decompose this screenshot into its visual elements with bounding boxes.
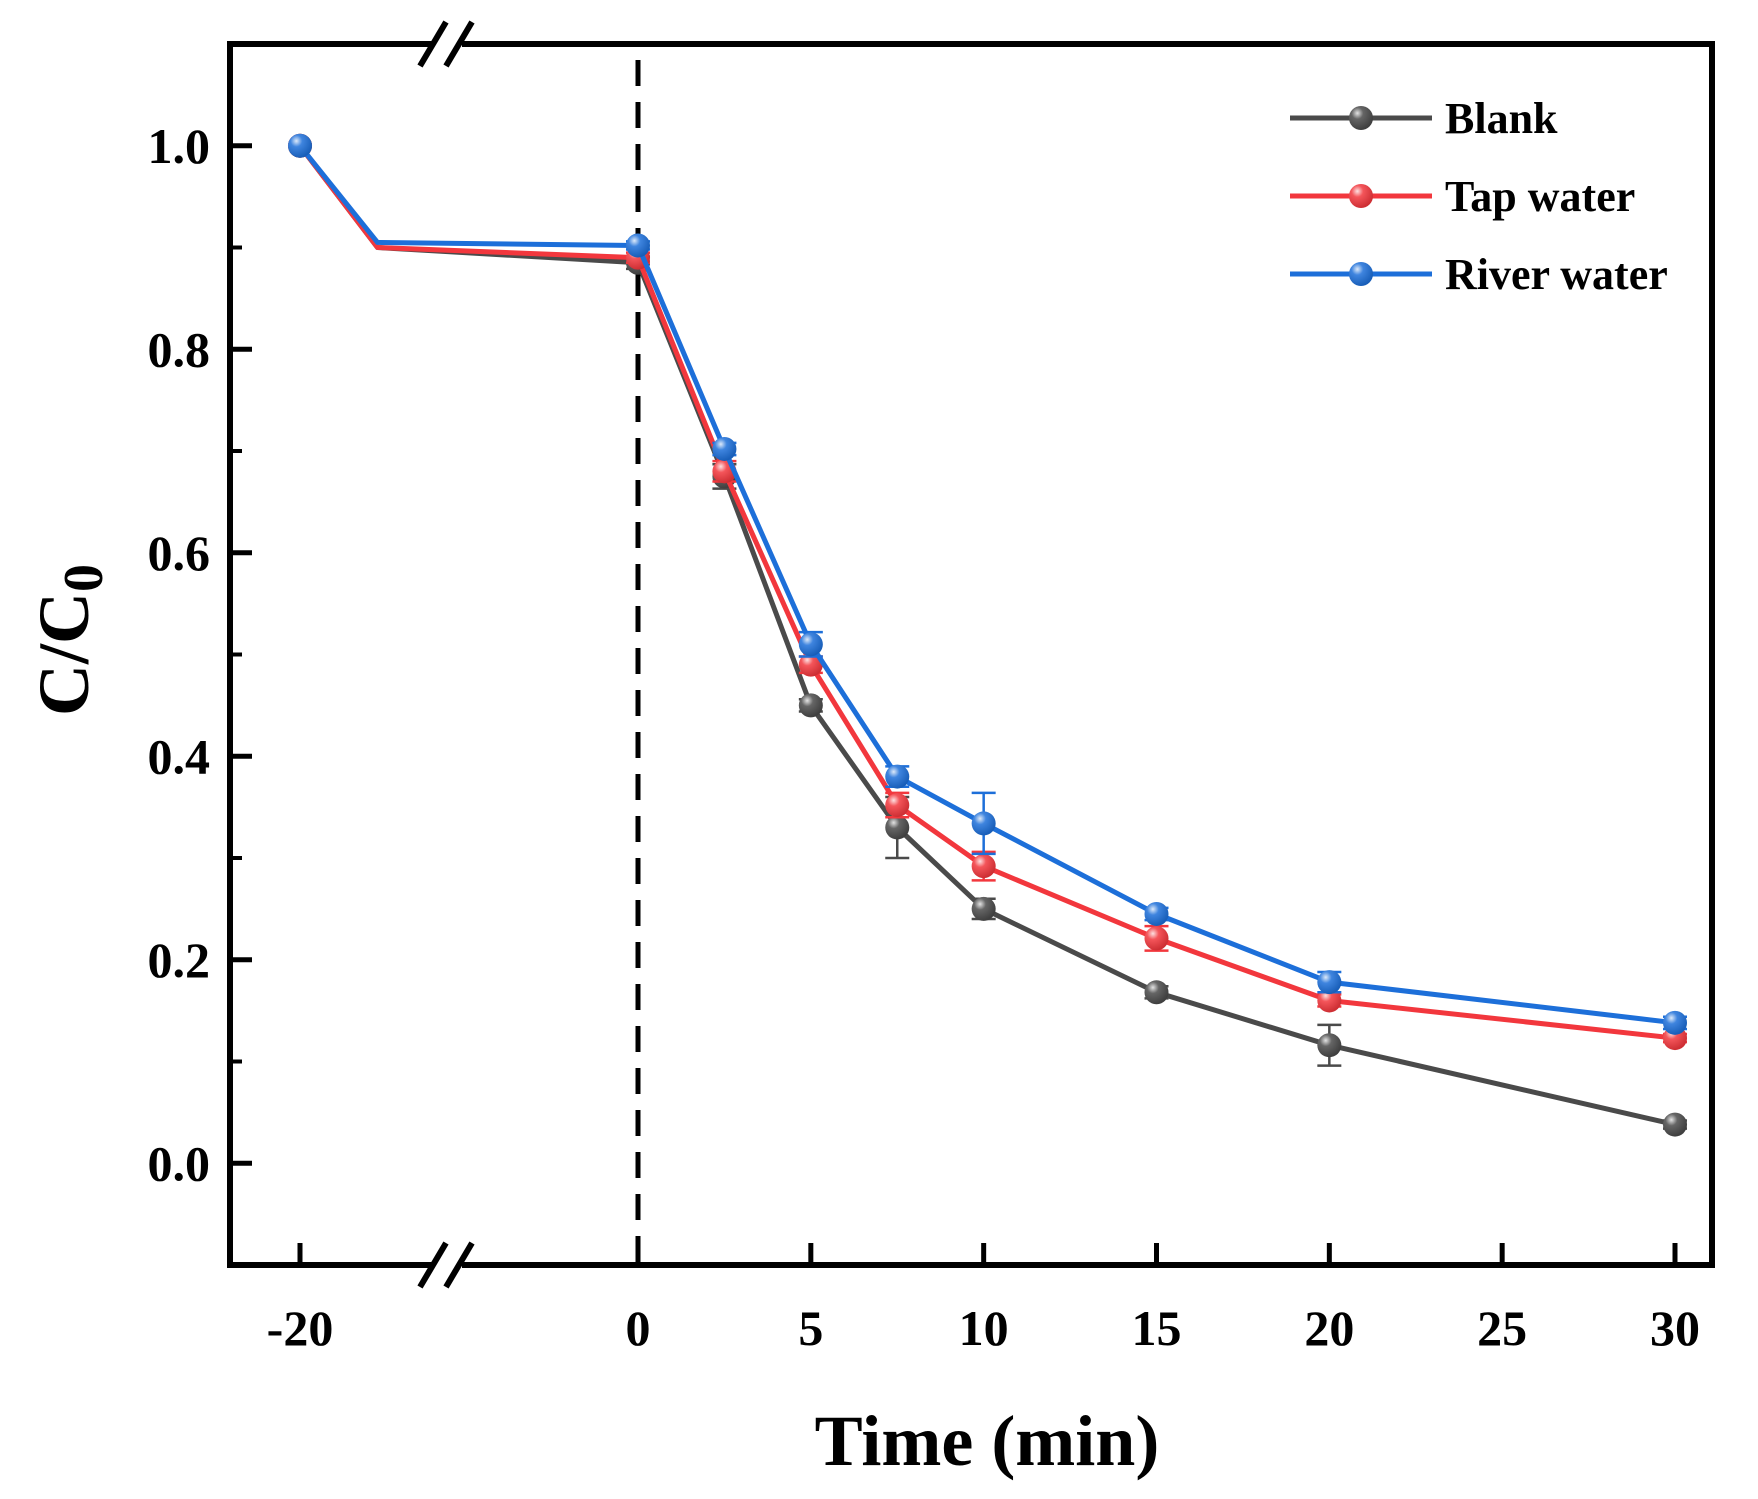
data-point — [885, 815, 910, 840]
x-tick-label: 25 — [1477, 1300, 1527, 1356]
legend-entry: Blank — [1290, 94, 1558, 143]
legend-label: River water — [1445, 250, 1668, 299]
series-line — [298, 144, 1676, 1026]
data-point — [971, 811, 996, 836]
x-axis-title: Time (min) — [815, 1401, 1160, 1481]
data-point — [798, 652, 823, 677]
plot-area — [288, 60, 1687, 1265]
legend-label: Blank — [1445, 94, 1558, 143]
data-point — [1317, 970, 1342, 995]
data-point — [1144, 980, 1169, 1005]
data-point — [626, 233, 650, 258]
series-line — [298, 144, 1676, 1128]
data-point — [1317, 988, 1342, 1013]
data-point — [712, 436, 737, 461]
legend-label: Tap water — [1445, 172, 1635, 221]
y-tick-label: 0.6 — [148, 525, 211, 581]
series-blank — [288, 133, 1687, 1137]
data-point — [1663, 1112, 1687, 1137]
data-point — [288, 133, 312, 158]
data-point — [1144, 926, 1169, 951]
y-tick-label: 0.8 — [148, 321, 211, 377]
y-axis-title: C/C0 — [24, 564, 115, 716]
y-axis-title-subscript: 0 — [53, 564, 115, 592]
x-tick-label: 10 — [959, 1300, 1009, 1356]
series-river-water — [288, 133, 1687, 1035]
legend: Blank Tap water River water — [1290, 94, 1668, 299]
data-point — [971, 896, 996, 921]
y-tick-label: 0.0 — [148, 1135, 211, 1191]
y-tick-label: 1.0 — [148, 118, 211, 174]
x-tick-label: 30 — [1650, 1300, 1700, 1356]
axis-break-bottom — [417, 1241, 475, 1289]
data-point — [885, 793, 910, 818]
series-line — [298, 144, 1676, 1041]
x-tick-label: 20 — [1304, 1300, 1354, 1356]
y-axis-title-main: C/C — [24, 592, 104, 716]
axes: 0.0 0.2 0.4 0.6 0.8 1.0 -20 0 5 10 15 20 25 30 — [148, 20, 1715, 1356]
data-point — [1663, 1010, 1687, 1035]
legend-entry: Tap water — [1290, 172, 1635, 221]
data-point — [798, 693, 823, 718]
x-tick-label: 5 — [798, 1300, 823, 1356]
data-point — [885, 764, 910, 789]
axis-titles: Time (min) C/C0 — [24, 564, 1159, 1481]
x-tick-label: 0 — [626, 1300, 651, 1356]
y-tick-label: 0.2 — [148, 932, 211, 988]
data-point — [1144, 901, 1169, 926]
y-tick-label: 0.4 — [148, 728, 211, 784]
data-point — [971, 854, 996, 879]
axis-break-top — [417, 20, 475, 68]
x-tick-label: 15 — [1132, 1300, 1182, 1356]
x-tick-label: -20 — [267, 1300, 334, 1356]
data-point — [1317, 1033, 1342, 1058]
legend-entry: River water — [1290, 250, 1668, 299]
data-point — [798, 632, 823, 657]
